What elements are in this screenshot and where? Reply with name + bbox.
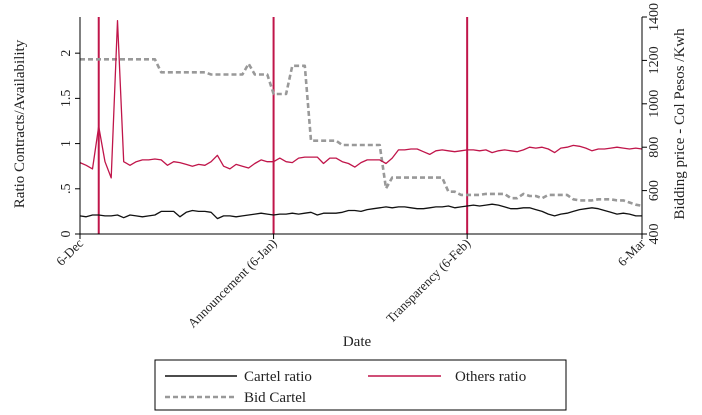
left-y-tick-label: 1.5 (59, 90, 74, 108)
legend-label-bid-cartel: Bid Cartel (244, 390, 306, 406)
left-y-tick-label: 1 (59, 140, 74, 147)
left-y-tick-label: 2 (59, 50, 74, 57)
legend: Cartel ratio Others ratio Bid Cartel (154, 359, 567, 411)
left-y-tick-label: 0 (59, 231, 74, 238)
series-line-bid-cartel (80, 57, 643, 208)
x-axis-title: Date (343, 334, 372, 350)
right-y-tick-label: 600 (647, 180, 662, 201)
legend-label-cartel-ratio: Cartel ratio (244, 369, 312, 385)
legend-box (154, 359, 567, 411)
right-y-tick-label: 1000 (647, 90, 662, 118)
x-tick-label: 6-Mar (615, 235, 649, 269)
legend-label-others-ratio: Others ratio (455, 369, 526, 385)
x-tick-label: Transparency (6-Feb) (383, 236, 473, 326)
series-line-cartel-ratio (79, 203, 642, 220)
right-y-tick-label: 1200 (647, 46, 662, 74)
x-tick-label: 6-Dec (53, 235, 86, 268)
right-y-axis-title: Bidding price - Col Pesos /Kwh (672, 28, 688, 220)
axes: 0 .5 1 1.5 2 400 600 800 1000 1200 1400 6-Dec Announ… (53, 3, 662, 331)
plot-area (79, 17, 643, 234)
right-y-tick-label: 800 (647, 137, 662, 158)
x-tick-label: Announcement (6-Jan) (185, 236, 280, 331)
left-y-axis-title: Ratio Contracts/Availability (12, 39, 28, 208)
right-y-tick-label: 400 (647, 224, 662, 245)
left-y-tick-label: .5 (59, 184, 74, 195)
series-line-others-ratio (79, 19, 643, 179)
right-y-tick-label: 1400 (647, 3, 662, 31)
